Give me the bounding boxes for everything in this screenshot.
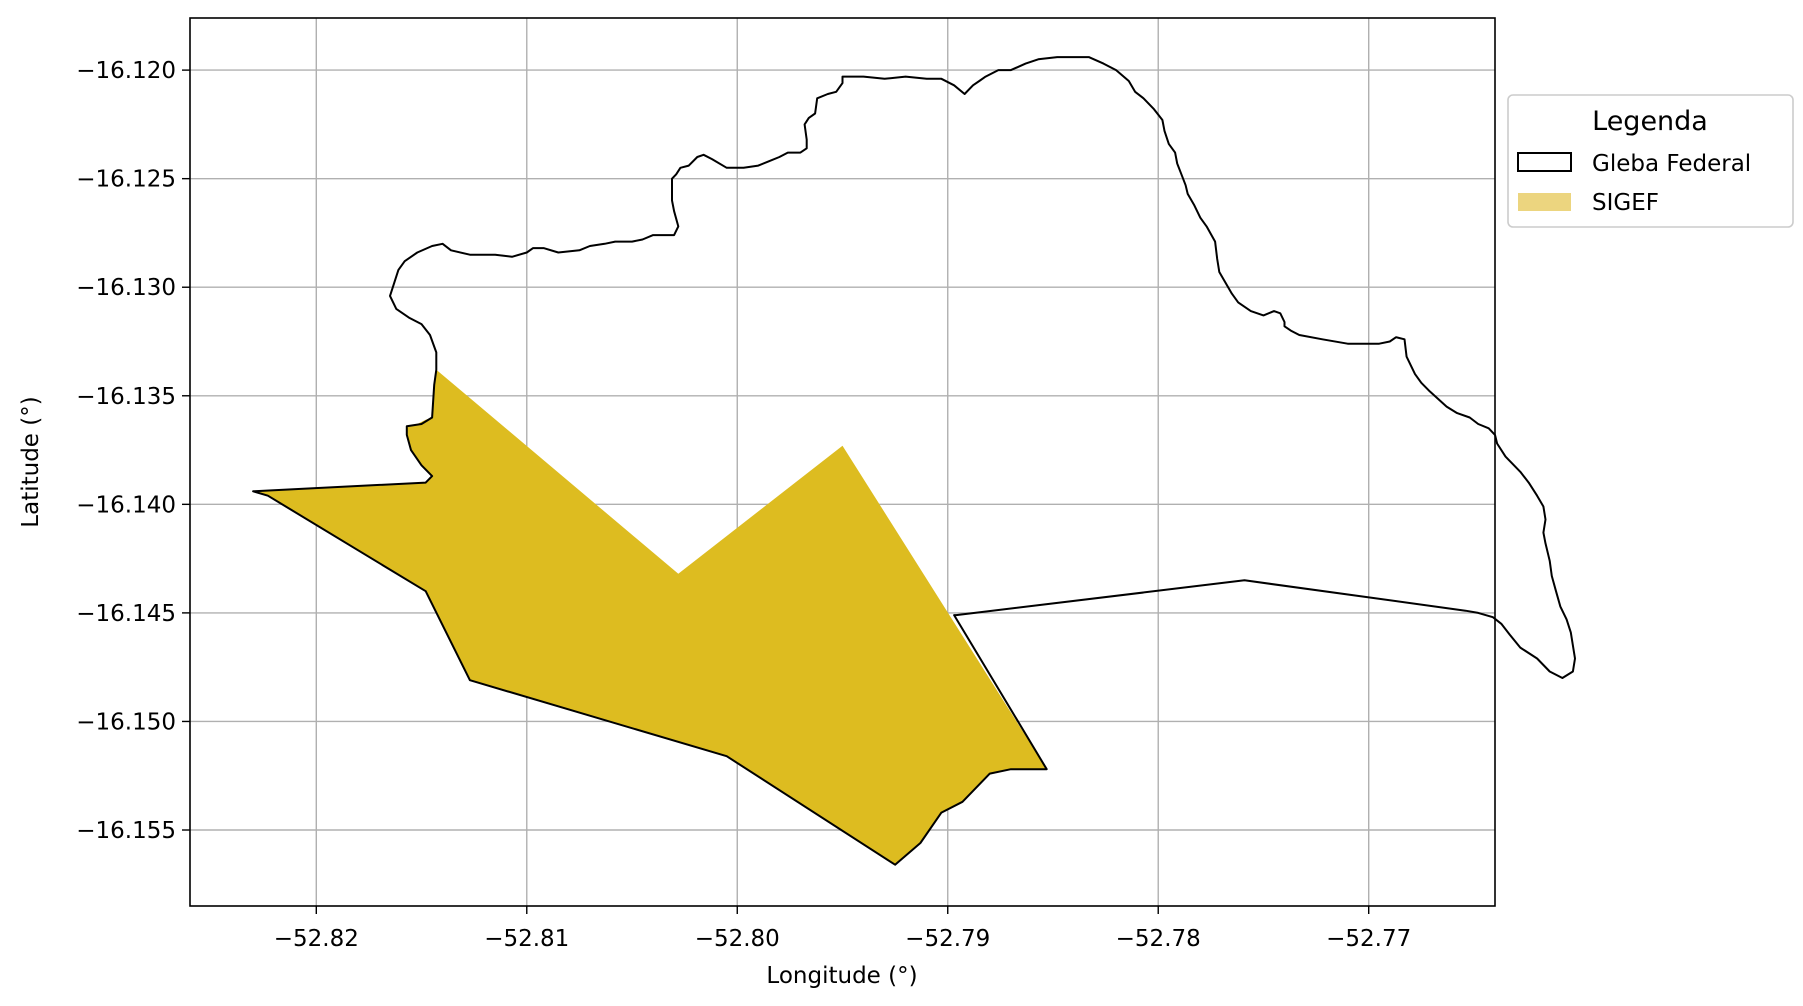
- y-tick-label: −16.130: [76, 275, 176, 301]
- x-tick-label: −52.81: [484, 926, 569, 952]
- gleba-federal-layer: [252, 56, 1576, 866]
- y-tick-label: −16.125: [76, 167, 176, 193]
- y-tick-label: −16.155: [76, 818, 176, 844]
- legend-swatch-sigef: [1518, 193, 1571, 211]
- legend-label-gleba: Gleba Federal: [1592, 151, 1751, 177]
- legend-box: [1507, 94, 1794, 228]
- y-tick-label: −16.145: [76, 601, 176, 627]
- sigef-polygon: [253, 369, 1047, 865]
- x-tick-label: −52.80: [695, 926, 780, 952]
- y-tick-label: −16.120: [76, 58, 176, 84]
- plot-frame: [189, 17, 1496, 907]
- y-axis-label: Latitude (°): [18, 396, 44, 527]
- x-tick-label: −52.79: [905, 926, 990, 952]
- x-axis-ticks: −52.82 −52.81 −52.80 −52.79 −52.78 −52.77: [274, 906, 1411, 952]
- y-axis-ticks: −16.120 −16.125 −16.130 −16.135 −16.140 −16.1…: [76, 58, 190, 844]
- x-axis-label: Longitude (°): [766, 963, 917, 989]
- gleba-federal-polygon: [252, 56, 1576, 866]
- x-tick-label: −52.78: [1116, 926, 1201, 952]
- y-tick-label: −16.150: [76, 709, 176, 735]
- x-tick-label: −52.82: [274, 926, 359, 952]
- y-tick-label: −16.135: [76, 384, 176, 410]
- legend: Legenda Gleba Federal SIGEF: [1507, 94, 1794, 228]
- x-tick-label: −52.77: [1326, 926, 1411, 952]
- sigef-layer: [253, 369, 1047, 865]
- y-tick-label: −16.140: [76, 492, 176, 518]
- legend-swatch-gleba: [1517, 152, 1572, 172]
- legend-title: Legenda: [1592, 106, 1708, 137]
- legend-label-sigef: SIGEF: [1592, 190, 1659, 216]
